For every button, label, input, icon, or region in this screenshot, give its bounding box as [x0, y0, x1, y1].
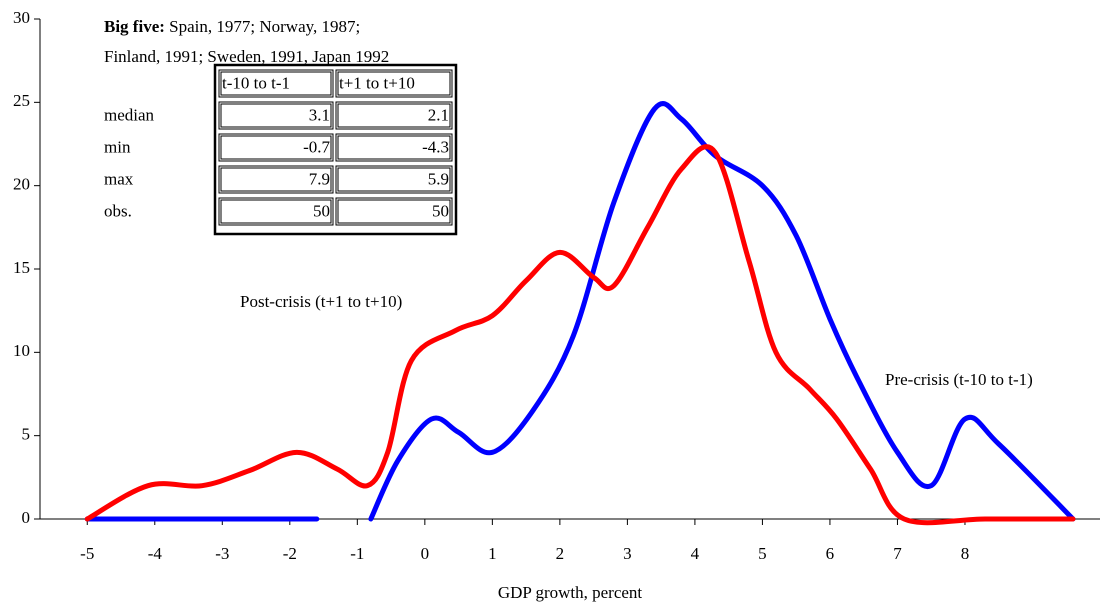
x-tick-label: 0: [421, 544, 430, 563]
table-header: t-10 to t-1: [222, 73, 290, 92]
x-tick-label: -4: [148, 544, 163, 563]
table-cell: [220, 199, 332, 224]
line: [84, 101, 1076, 522]
table-value: 3.1: [309, 105, 330, 124]
x-tick-label: -5: [80, 544, 94, 563]
table-cell: [335, 165, 453, 194]
y-tick-label: 5: [22, 425, 31, 444]
line: [84, 144, 1076, 526]
table-cell: [335, 69, 453, 98]
table-row-label: median: [104, 105, 155, 124]
x-tick-label: 6: [826, 544, 835, 563]
table-cell: [337, 167, 451, 192]
table-cell: [218, 133, 334, 162]
table-value: 50: [432, 201, 449, 220]
x-tick-label: 5: [758, 544, 767, 563]
table-value: 5.9: [428, 169, 449, 188]
y-tick-label: 25: [13, 91, 30, 110]
y-tick-label: 15: [13, 258, 30, 277]
y-tick-label: 30: [13, 8, 30, 27]
x-tick-label: -2: [283, 544, 297, 563]
table-row-label: obs.: [104, 201, 132, 220]
table-cell: [337, 199, 451, 224]
x-tick-label: -1: [350, 544, 364, 563]
table-header: t+1 to t+10: [339, 73, 415, 92]
table-cell: [218, 69, 334, 98]
table-value: -0.7: [303, 137, 330, 156]
table-cell: [220, 167, 332, 192]
table-cell: [337, 103, 451, 128]
series-label: Pre-crisis (t-10 to t-1): [885, 370, 1033, 389]
y-tick-label: 0: [22, 508, 31, 527]
x-tick-label: 1: [488, 544, 497, 563]
table-value: 2.1: [428, 105, 449, 124]
x-tick-label: 8: [961, 544, 970, 563]
table-cell: [218, 197, 334, 226]
table-cell: [218, 165, 334, 194]
table-cell: [220, 103, 332, 128]
x-tick-label: -3: [215, 544, 229, 563]
table-cell: [337, 135, 451, 160]
table-cell: [337, 71, 451, 96]
inset-title: Big five: Spain, 1977; Norway, 1987;: [104, 17, 360, 36]
table-cell: [218, 101, 334, 130]
x-tick-label: 3: [623, 544, 632, 563]
x-tick-label: 2: [556, 544, 565, 563]
inset-heading: Big five:: [104, 17, 165, 36]
table-cell: [220, 135, 332, 160]
series-label: Post-crisis (t+1 to t+10): [240, 292, 402, 311]
table-cell: [335, 197, 453, 226]
table-cell: [335, 133, 453, 162]
table-value: 7.9: [309, 169, 330, 188]
y-tick-label: 10: [13, 341, 30, 360]
y-tick-label: 20: [13, 175, 30, 194]
x-tick-label: 7: [893, 544, 902, 563]
table-row-label: max: [104, 169, 134, 188]
table-value: -4.3: [422, 137, 449, 156]
inset-line: Spain, 1977; Norway, 1987;: [165, 17, 360, 36]
table-cell: [335, 101, 453, 130]
table-row-label: min: [104, 137, 131, 156]
table-value: 50: [313, 201, 330, 220]
inset-line: Finland, 1991; Sweden, 1991, Japan 1992: [104, 47, 389, 66]
x-tick-label: 4: [691, 544, 700, 563]
x-axis-label: GDP growth, percent: [498, 583, 643, 602]
table-cell: [220, 71, 332, 96]
